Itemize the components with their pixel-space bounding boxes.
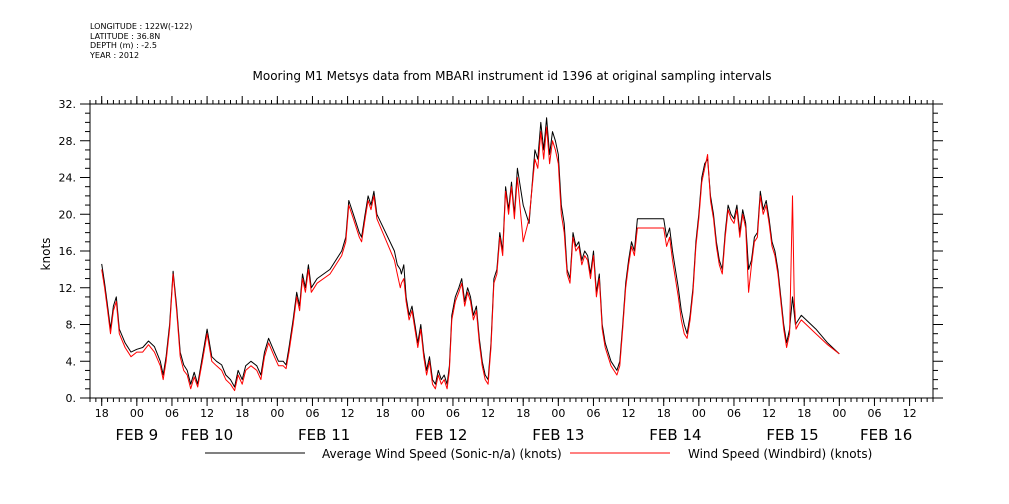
x-date-label: FEB 16	[860, 426, 912, 444]
y-tick-label: 12.	[59, 282, 77, 295]
x-hour-label: 00	[411, 407, 425, 420]
legend: Average Wind Speed (Sonic-n/a) (knots) W…	[205, 447, 872, 461]
y-tick-label: 32.	[59, 98, 77, 111]
x-hour-label: 00	[832, 407, 846, 420]
x-date-label: FEB 11	[298, 426, 350, 444]
depth-label: DEPTH (m) : -2.5	[90, 41, 157, 50]
x-date-label: FEB 15	[766, 426, 818, 444]
plot-frame	[89, 103, 934, 399]
x-hour-label: 18	[95, 407, 109, 420]
y-axis-label: knots	[39, 238, 53, 271]
x-hour-label: 18	[235, 407, 249, 420]
x-hour-label: 18	[797, 407, 811, 420]
x-hour-label: 12	[903, 407, 917, 420]
x-hour-label: 18	[516, 407, 530, 420]
x-date-label: FEB 10	[181, 426, 233, 444]
chart-title: Mooring M1 Metsys data from MBARI instru…	[253, 69, 772, 83]
x-hour-label: 06	[305, 407, 319, 420]
x-hour-label: 00	[551, 407, 565, 420]
latitude-label: LATITUDE : 36.8N	[90, 31, 161, 41]
y-tick-label: 20.	[59, 208, 77, 221]
x-hour-label: 12	[622, 407, 636, 420]
x-hour-label: 12	[200, 407, 214, 420]
legend-label-average-wind: Average Wind Speed (Sonic-n/a) (knots)	[322, 447, 562, 461]
series-windbird-line	[101, 126, 840, 392]
station-metadata: LONGITUDE : 122W(-122) LATITUDE : 36.8N …	[90, 22, 192, 60]
x-date-label: FEB 12	[415, 426, 467, 444]
y-tick-label: 8.	[66, 319, 77, 332]
x-hour-label: 06	[586, 407, 600, 420]
year-label: YEAR : 2012	[90, 50, 140, 60]
y-tick-label: 28.	[59, 135, 77, 148]
y-tick-label: 24.	[59, 172, 77, 185]
x-hour-label: 12	[481, 407, 495, 420]
x-date-label: FEB 13	[532, 426, 584, 444]
x-hour-label: 06	[867, 407, 881, 420]
x-date-label: FEB 9	[115, 426, 158, 444]
y-tick-label: 4.	[66, 355, 77, 368]
x-hour-label: 06	[165, 407, 179, 420]
x-date-label: FEB 14	[649, 426, 701, 444]
x-hour-label: 12	[762, 407, 776, 420]
longitude-label: LONGITUDE : 122W(-122)	[90, 22, 193, 31]
x-hour-label: 00	[130, 407, 144, 420]
x-hour-label: 06	[727, 407, 741, 420]
plot-area: 0. 4. 8. 12. 16. 20. 24. 28. 32. 18 00 06 12 18 00 06 12…	[59, 96, 943, 444]
series-average-wind-line	[101, 117, 840, 388]
x-hour-label: 00	[270, 407, 284, 420]
legend-label-windbird: Wind Speed (Windbird) (knots)	[688, 447, 872, 461]
x-hour-label: 06	[446, 407, 460, 420]
y-tick-label: 0.	[66, 392, 77, 405]
y-tick-label: 16.	[59, 245, 77, 258]
x-hour-label: 18	[376, 407, 390, 420]
x-hour-label: 00	[692, 407, 706, 420]
x-hour-label: 12	[341, 407, 355, 420]
x-hour-label: 18	[657, 407, 671, 420]
